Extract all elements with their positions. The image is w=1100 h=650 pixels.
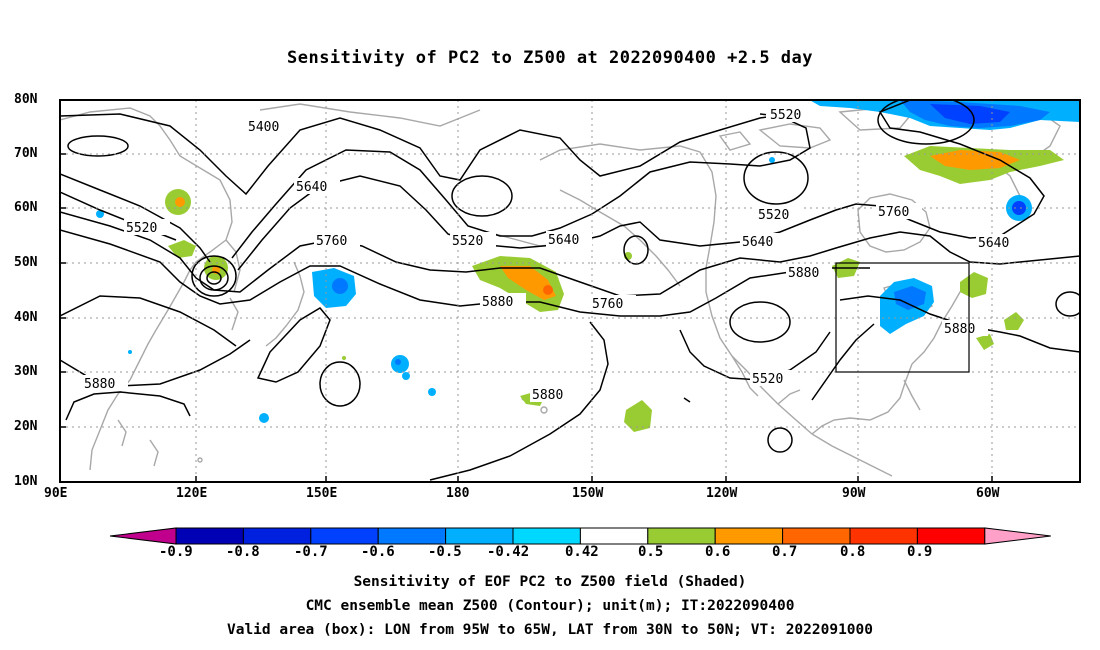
colorbar-swatch	[782, 527, 851, 545]
colorbar-label: 0.42	[565, 544, 599, 560]
contour-labels: 5400 5520 5520 5640 5760 5520 5640 5880 …	[82, 106, 1022, 403]
contour-label: 5760	[592, 297, 623, 312]
colorbar-label: 0.8	[840, 544, 866, 560]
colorbar-swatch	[175, 527, 244, 545]
contour-label: 5640	[742, 235, 773, 250]
caption-line-3: Valid area (box): LON from 95W to 65W, L…	[226, 622, 873, 638]
colorbar-swatch	[377, 527, 447, 545]
lat-label-50n: 50N	[14, 255, 38, 270]
colorbar-swatch	[849, 527, 918, 545]
lat-label-70n: 70N	[14, 146, 38, 161]
colorbar-swatch	[445, 527, 514, 545]
colorbar-label: 0.7	[772, 544, 798, 560]
graticule	[60, 100, 1080, 482]
lon-label-120e: 120E	[176, 486, 208, 501]
lat-label-40n: 40N	[14, 310, 38, 325]
contour-label: 5400	[248, 120, 279, 135]
colorbar-label: 0.5	[638, 544, 664, 560]
lon-label-150w: 150W	[572, 486, 604, 501]
contour-label: 5760	[316, 234, 347, 249]
colorbar-swatch	[310, 527, 379, 545]
contour-label: 5880	[532, 388, 563, 403]
lat-label-60n: 60N	[14, 200, 38, 215]
colorbar-label: -0.42	[487, 544, 530, 560]
colorbar-swatch	[109, 527, 177, 545]
lat-label-30n: 30N	[14, 364, 38, 379]
lon-label-120w: 120W	[706, 486, 738, 501]
lon-label-90e: 90E	[44, 486, 68, 501]
axis-ticks	[60, 99, 993, 482]
contour-label: 5640	[296, 180, 327, 195]
colorbar-label: -0.7	[294, 544, 328, 560]
caption-line-2: CMC ensemble mean Z500 (Contour); unit(m…	[305, 598, 795, 614]
colorbar-label: -0.8	[226, 544, 260, 560]
colorbar-swatch	[984, 527, 1051, 545]
contour-label: 5880	[84, 377, 115, 392]
colorbar-swatch	[242, 527, 312, 545]
contour-label: 5520	[758, 208, 789, 223]
colorbar-label: -0.9	[159, 544, 193, 560]
colorbar-label: 0.9	[907, 544, 933, 560]
contour-label: 5520	[452, 234, 483, 249]
contour-label: 5880	[788, 266, 819, 281]
colorbar-label: -0.6	[361, 544, 395, 560]
colorbar-swatch	[512, 527, 581, 545]
contour-label: 5880	[482, 295, 513, 310]
caption-line-1: Sensitivity of EOF PC2 to Z500 field (Sh…	[353, 574, 747, 590]
colorbar-label: -0.5	[428, 544, 462, 560]
colorbar-label: 0.6	[705, 544, 731, 560]
colorbar-swatch	[714, 527, 784, 545]
lon-label-150e: 150E	[306, 486, 338, 501]
contour-label: 5760	[878, 205, 909, 220]
map-frame	[59, 99, 1081, 483]
contour-label: 5640	[548, 233, 579, 248]
contour-label: 5520	[126, 221, 157, 236]
contour-label: 5880	[944, 322, 975, 337]
plot-title: Sensitivity of PC2 to Z500 at 2022090400…	[286, 48, 813, 68]
colorbar-swatch	[579, 527, 649, 545]
lon-label-60w: 60W	[976, 486, 1000, 501]
colorbar-swatch	[647, 527, 716, 545]
valid-area-box	[835, 262, 970, 373]
colorbar-swatch	[916, 527, 986, 545]
contour-label: 5520	[770, 108, 801, 123]
lat-label-20n: 20N	[14, 419, 38, 434]
z500-contours	[60, 100, 1080, 481]
lat-label-80n: 80N	[14, 92, 38, 107]
lon-label-90w: 90W	[842, 486, 866, 501]
lat-label-10n: 10N	[14, 474, 38, 489]
contour-label: 5520	[752, 372, 783, 387]
contour-label: 5640	[978, 236, 1009, 251]
lon-label-180: 180	[446, 486, 470, 501]
